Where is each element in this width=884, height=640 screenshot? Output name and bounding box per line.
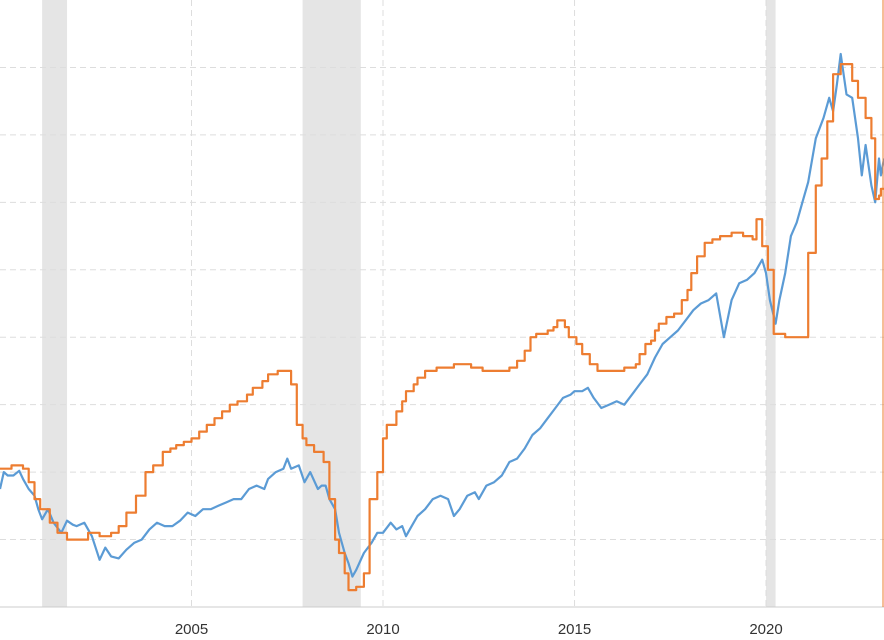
series-lines [0, 52, 884, 592]
x-tick-label-2015: 2015 [558, 621, 591, 638]
series-line-1 [0, 52, 884, 578]
x-tick-labels: 2005 2010 2015 2020 [175, 621, 783, 638]
series-line-2 [0, 62, 884, 592]
recession-shading [42, 0, 776, 607]
x-tick-label-2020: 2020 [749, 621, 782, 638]
x-tick-label-2010: 2010 [366, 621, 399, 638]
recession-band-2 [302, 0, 361, 607]
recession-band-1 [42, 0, 68, 607]
x-tick-label-2005: 2005 [175, 621, 208, 638]
grid-lines [0, 0, 884, 607]
